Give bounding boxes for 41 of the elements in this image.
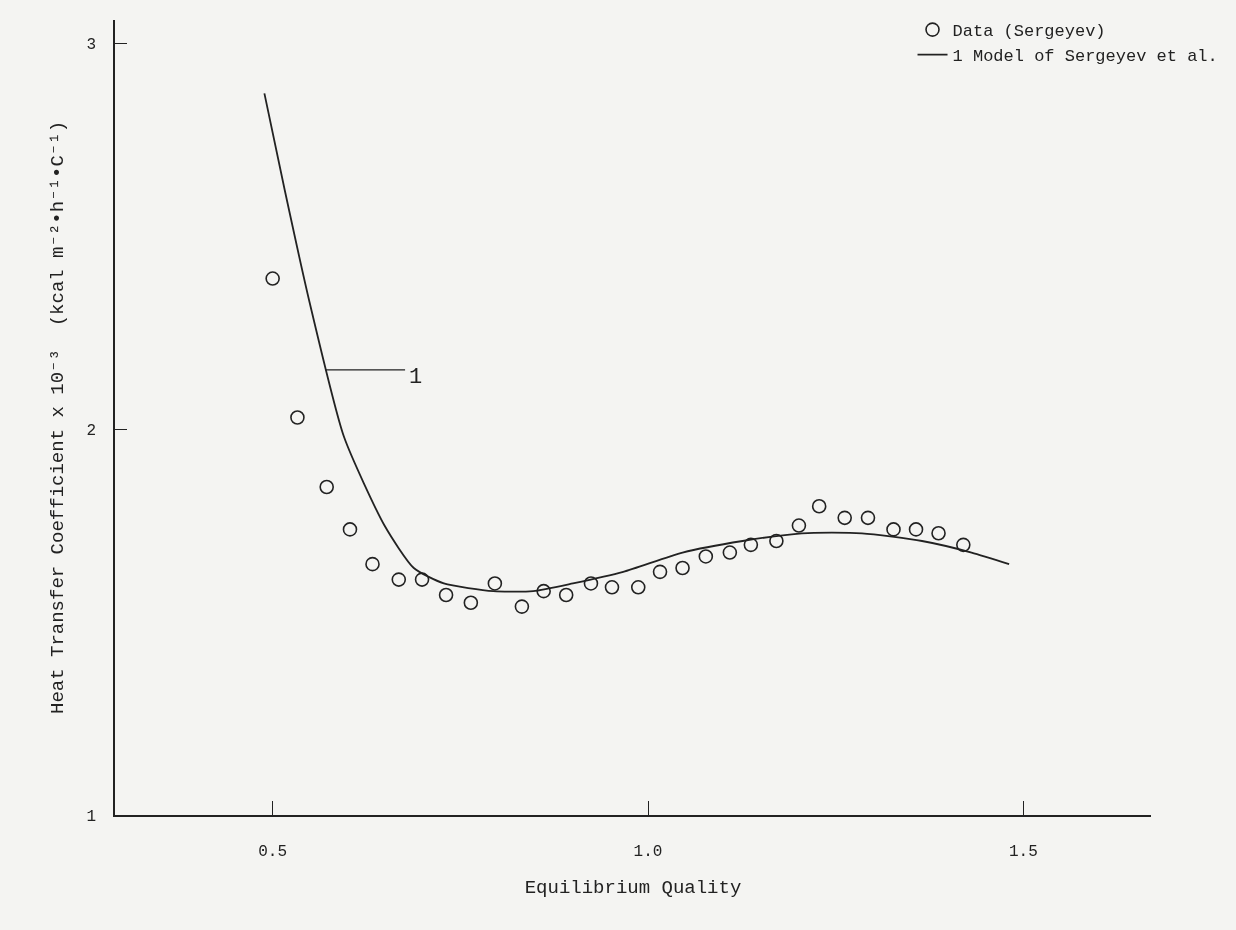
- point: [463, 595, 479, 611]
- y-tick-label: 3: [86, 35, 97, 54]
- point: [583, 576, 599, 591]
- point: [604, 580, 620, 595]
- point: [698, 549, 714, 564]
- point: [514, 599, 530, 614]
- point: [290, 410, 305, 425]
- x-tick-label: 1.0: [633, 842, 663, 861]
- point: [743, 537, 759, 553]
- point: [630, 580, 646, 595]
- legend-label: 1 Model of Sergeyev et al.: [952, 47, 1218, 67]
- point: [652, 564, 668, 580]
- point: [811, 498, 827, 514]
- point: [414, 572, 430, 587]
- point: [319, 479, 334, 495]
- point: [675, 560, 690, 576]
- point: [265, 271, 280, 286]
- point: [860, 510, 876, 526]
- point: [908, 522, 924, 537]
- x-tick-label: 0.5: [258, 842, 288, 861]
- point: [769, 533, 784, 549]
- point: [956, 537, 971, 553]
- point: [391, 572, 407, 587]
- point: [722, 545, 738, 560]
- y-axis-title: Heat Transfer Coefficient x 10⁻³ (kcal m⁻²•h⁻¹•C⁻¹): [46, 120, 69, 715]
- y-tick-label: 1: [86, 807, 97, 826]
- point: [886, 522, 901, 537]
- point: [487, 576, 503, 591]
- point: [536, 583, 551, 599]
- point: [342, 522, 358, 537]
- point: [791, 518, 807, 533]
- point: [365, 556, 380, 572]
- point: [438, 587, 454, 603]
- point: [837, 510, 852, 526]
- x-axis-title: Equilibrium Quality: [524, 877, 742, 900]
- point: [558, 587, 574, 603]
- annotation: 1: [409, 365, 423, 390]
- y-tick-label: 2: [86, 421, 97, 440]
- x-tick-label: 1.5: [1008, 842, 1038, 861]
- legend-label: Data (Sergeyev): [952, 22, 1106, 42]
- point: [931, 525, 946, 541]
